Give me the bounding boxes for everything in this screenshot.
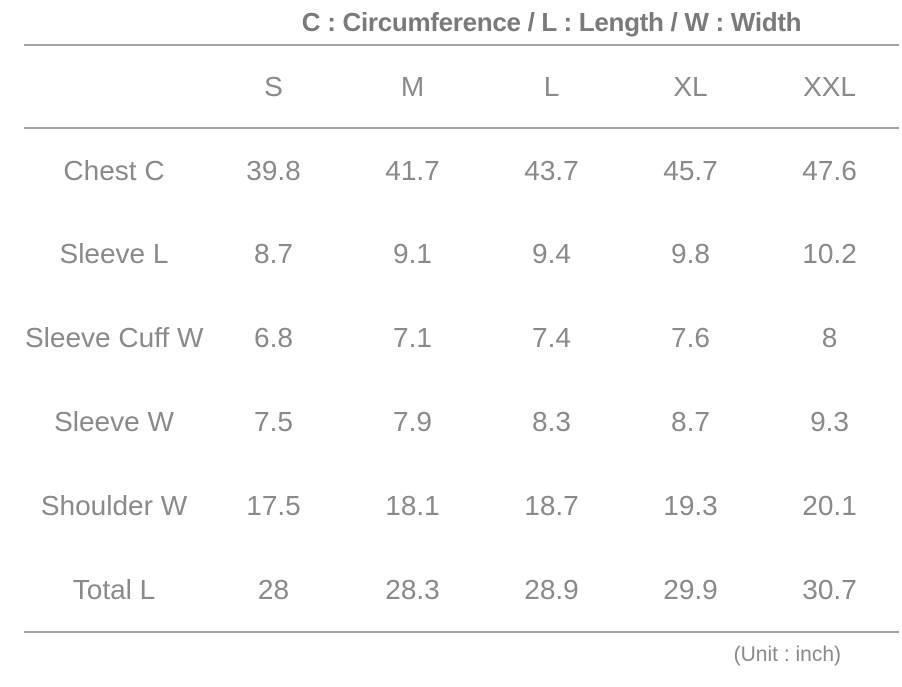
row-label: Total L	[24, 548, 204, 633]
table-cell: 28.9	[482, 548, 621, 633]
row-label: Sleeve L	[59, 238, 169, 269]
table-cell: 39.8	[246, 154, 301, 186]
table-cell: 8.7	[671, 406, 710, 437]
table-cell: 6.8	[254, 322, 293, 353]
table-cell: 7.4	[532, 322, 571, 353]
title-row: C : Circumference / L : Length / W : Wid…	[24, 0, 900, 46]
table-cell: 41.7	[385, 154, 440, 186]
table-cell: 47.6	[802, 154, 857, 186]
size-chart: C : Circumference / L : Length / W : Wid…	[24, 0, 900, 677]
table-cell: 8	[821, 322, 838, 353]
table-row-sleeve-w: Sleeve W 7.5 7.9 8.3 8.7 9.3	[24, 380, 899, 464]
row-label: Shoulder W	[40, 490, 188, 521]
row-label: Sleeve W	[54, 406, 174, 437]
table-cell: 29.9	[621, 548, 760, 633]
table-cell: 10.2	[802, 238, 857, 269]
title-row-spacer	[24, 0, 204, 46]
table-cell: 18.7	[524, 490, 579, 521]
table-cell: 17.5	[246, 490, 301, 521]
table-row-sleeve-cuff-w: Sleeve Cuff W 6.8 7.1 7.4 7.6 8	[24, 296, 899, 380]
column-header-xxl: XXL	[760, 45, 900, 129]
table-cell: 30.7	[760, 548, 900, 633]
unit-note: (Unit : inch)	[733, 643, 841, 666]
table-cell: 43.7	[524, 154, 579, 186]
table-cell: 8.7	[254, 238, 293, 269]
table-cell: 19.3	[663, 490, 718, 521]
column-header-s: S	[204, 45, 343, 129]
column-header-xl: XL	[621, 45, 760, 129]
row-label: Sleeve Cuff W	[25, 322, 204, 353]
table-cell: 7.5	[254, 406, 293, 437]
table-row-total-l: Total L 28 28.3 28.9 29.9 30.7	[24, 548, 900, 633]
table-row-shoulder-w: Shoulder W 17.5 18.1 18.7 19.3 20.1	[24, 464, 899, 548]
table-cell: 9.1	[393, 238, 432, 269]
table-cell: 9.3	[810, 406, 849, 437]
table-cell: 45.7	[663, 154, 718, 186]
header-row-spacer	[24, 45, 204, 129]
table-cell: 7.6	[671, 322, 710, 353]
table-cell: 7.1	[393, 322, 432, 353]
table-cell: 8.3	[532, 406, 571, 437]
table-cell: 9.4	[532, 238, 571, 269]
column-header-row: S M L XL XXL	[24, 45, 900, 129]
chart-title: C : Circumference / L : Length / W : Wid…	[204, 0, 900, 46]
table-row-sleeve-l: Sleeve L 8.7 9.1 9.4 9.8 10.2	[24, 212, 899, 296]
table-row-chest-c: Chest C 39.8 41.7 43.7 45.7 47.6	[24, 128, 899, 212]
table-cell: 7.9	[393, 406, 432, 437]
table-cell: 9.8	[671, 238, 710, 269]
row-label: Chest C	[63, 154, 165, 186]
column-header-l: L	[482, 45, 621, 129]
table-cell: 20.1	[802, 490, 857, 521]
table-cell: 18.1	[385, 490, 440, 521]
size-chart-table: C : Circumference / L : Length / W : Wid…	[24, 0, 900, 633]
table-cell: 28	[204, 548, 343, 633]
table-cell: 28.3	[343, 548, 482, 633]
column-header-m: M	[343, 45, 482, 129]
